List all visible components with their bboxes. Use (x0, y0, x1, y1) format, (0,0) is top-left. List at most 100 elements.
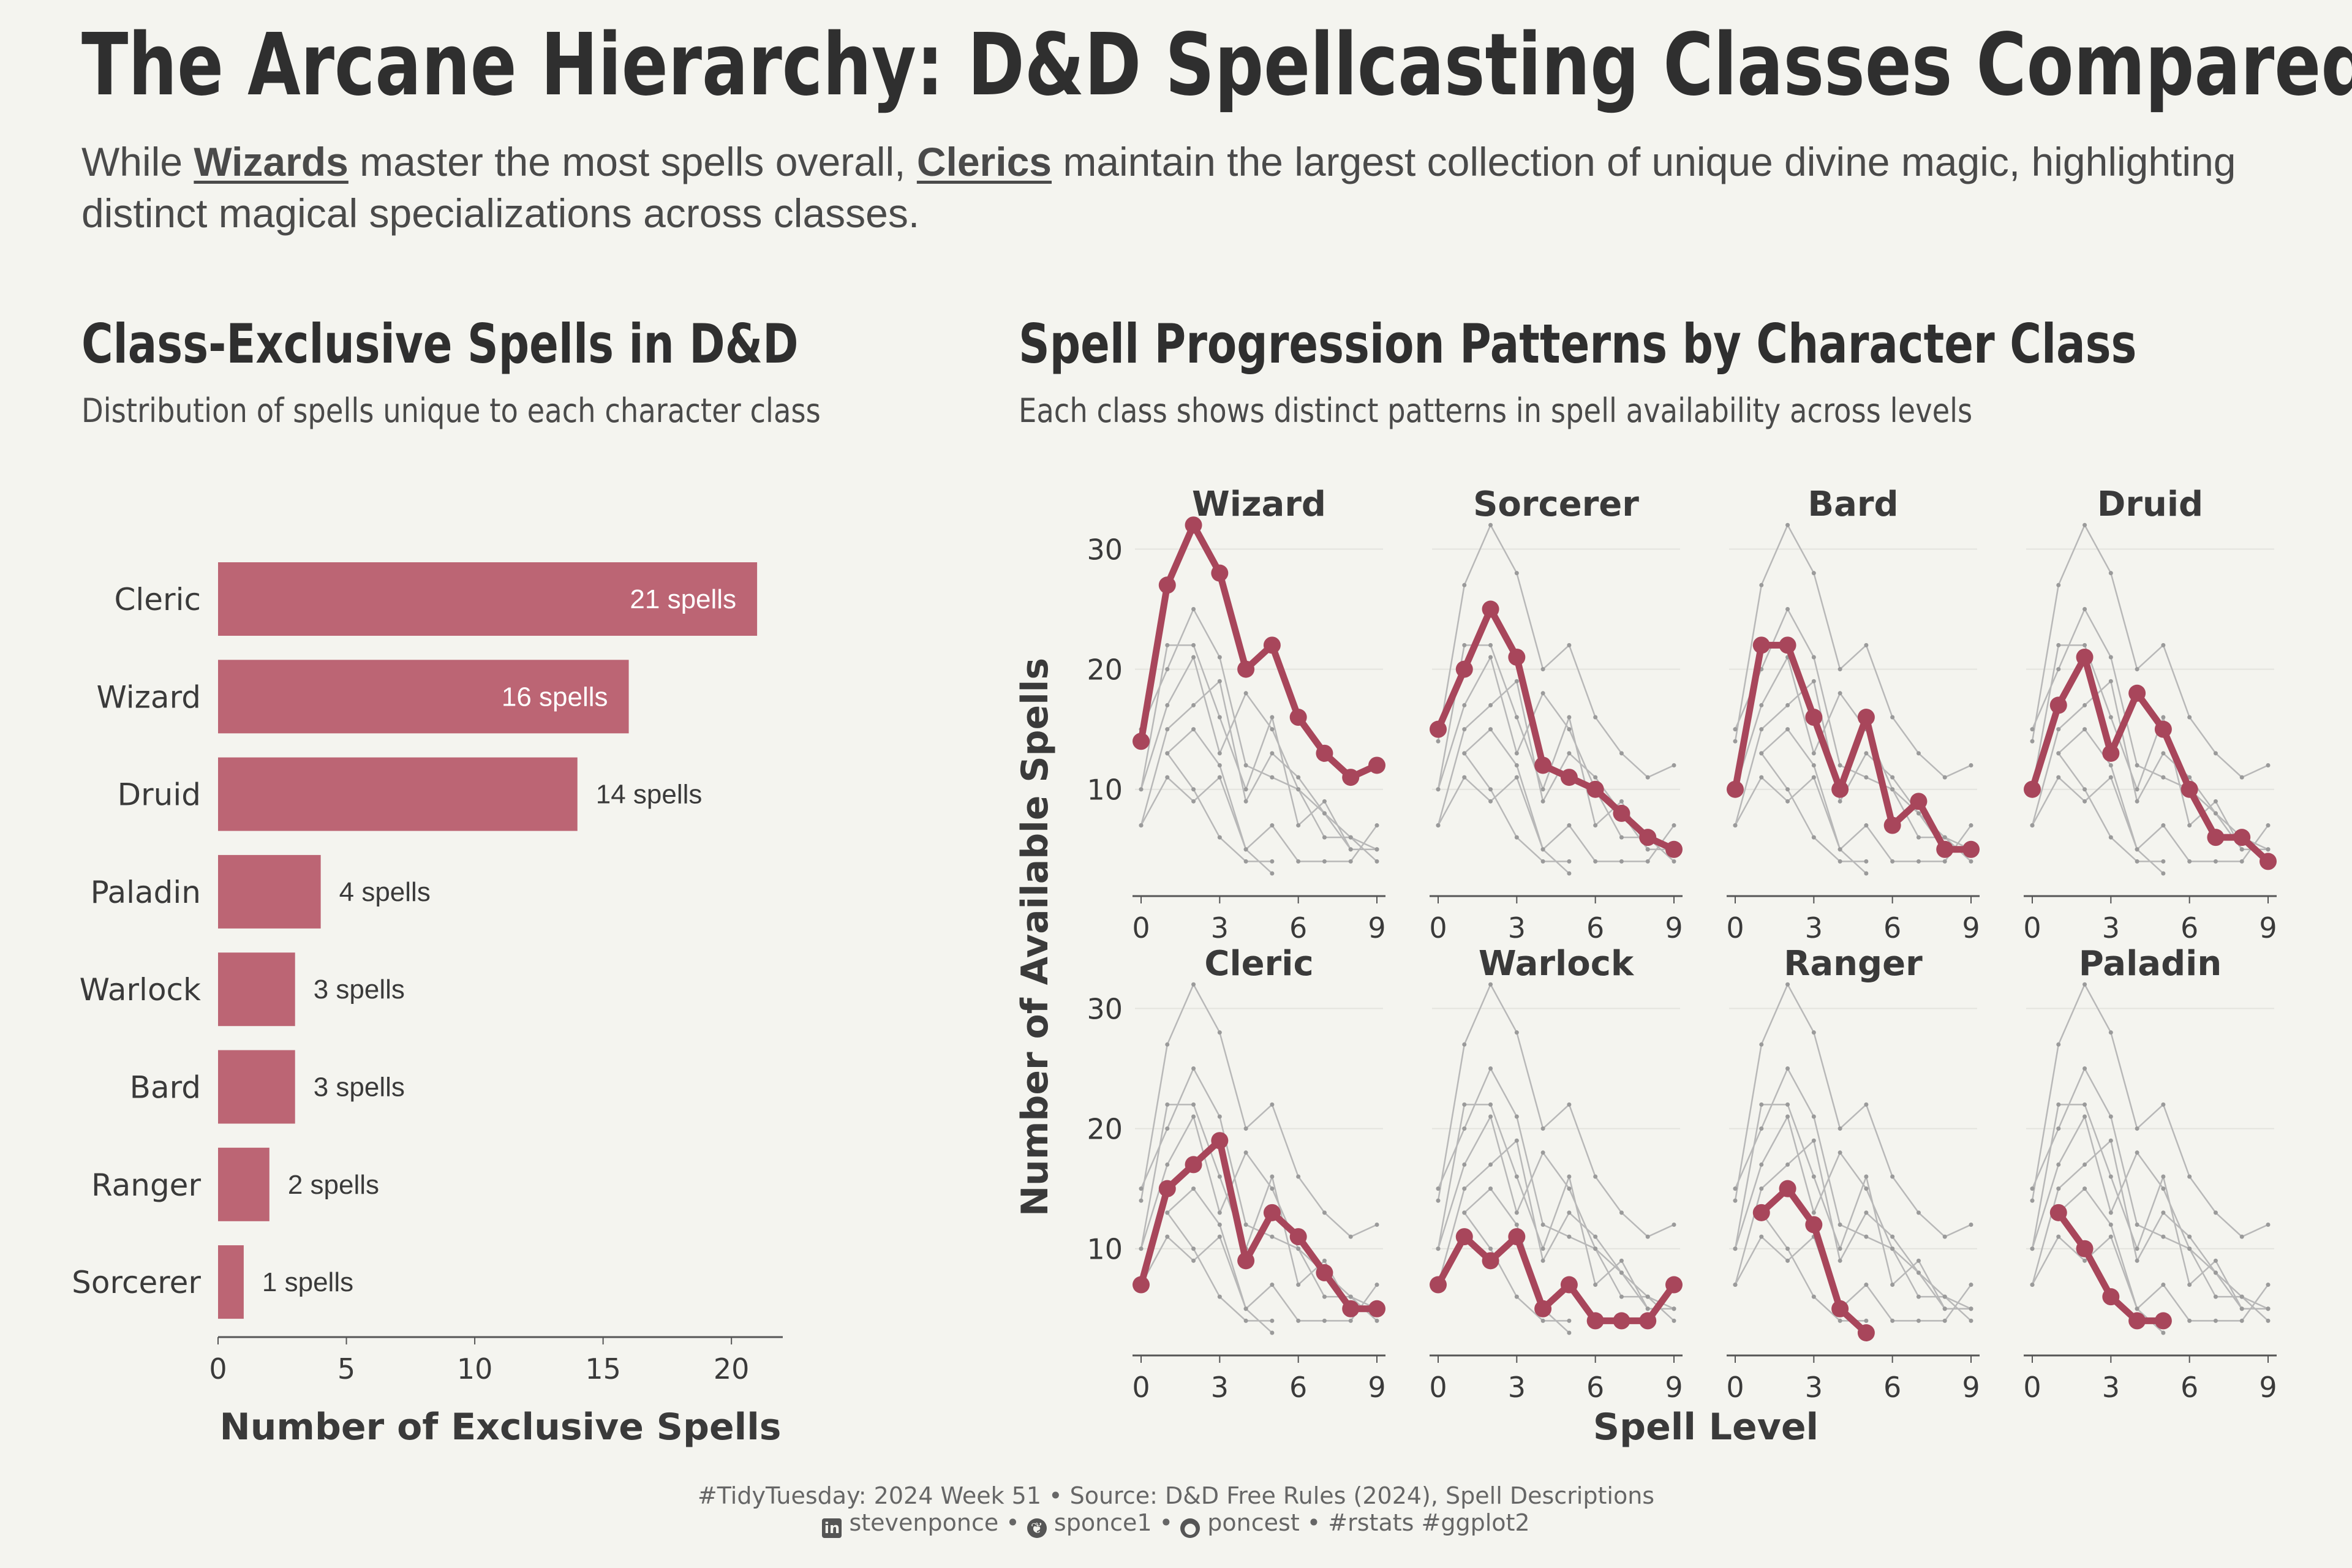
highlight-point (2076, 648, 2094, 666)
context-line-bard (1140, 1104, 1377, 1310)
context-point (1514, 1114, 1519, 1119)
highlight-point (2233, 829, 2251, 846)
highlight-point (2207, 829, 2225, 846)
context-point (1759, 703, 1764, 707)
context-point (2161, 1283, 2166, 1287)
context-point (2239, 847, 2244, 852)
context-point (2161, 859, 2166, 864)
highlight-line-cleric (1137, 1137, 1381, 1313)
context-point (2108, 1210, 2113, 1215)
context-point (1759, 1162, 1764, 1167)
context-point (1645, 1306, 1650, 1311)
highlight-point (1586, 780, 1604, 798)
context-point (2239, 1234, 2244, 1239)
context-point (2108, 1222, 2113, 1227)
context-point (1759, 727, 1764, 732)
context-point (1593, 1234, 1598, 1239)
highlight-point (1883, 816, 1901, 834)
x-tick-label: 3 (1508, 1371, 1526, 1404)
context-point (1165, 643, 1170, 647)
highlight-point (1211, 1132, 1229, 1150)
context-point (2056, 667, 2061, 672)
highlight-point (1534, 756, 1552, 774)
x-tick-label: 0 (1132, 1371, 1150, 1404)
context-point (1296, 1174, 1301, 1179)
context-point (1672, 1222, 1676, 1227)
context-point (1191, 982, 1196, 987)
y-tick-label: 20 (1087, 654, 1123, 687)
context-point (1296, 859, 1301, 864)
context-point (1322, 835, 1327, 840)
context-point (2056, 1162, 2061, 1167)
context-point (1165, 775, 1170, 780)
context-point (1785, 703, 1790, 707)
context-line-cleric (1734, 1139, 1971, 1310)
highlight-point (1342, 1300, 1360, 1317)
panel-paladin: Paladin 0 3 6 9 (2023, 944, 2277, 1404)
context-point (1462, 727, 1467, 732)
context-point (2239, 1318, 2244, 1323)
context-point (2108, 571, 2113, 576)
x-tick-label: 3 (1211, 1371, 1229, 1404)
context-point (1374, 1222, 1379, 1227)
context-point (1514, 1210, 1519, 1215)
bar-x-axis-title: Number of Exclusive Spells (220, 1406, 782, 1449)
context-point (1191, 1102, 1196, 1107)
context-point (1811, 571, 1816, 576)
context-point (1217, 1234, 1222, 1239)
context-point (1759, 582, 1764, 587)
context-point (1916, 835, 1921, 840)
context-point (1890, 775, 1895, 780)
context-point (1165, 667, 1170, 672)
highlight-point (1560, 1276, 1578, 1294)
highlight-point (1727, 780, 1744, 798)
context-point (1864, 1210, 1869, 1215)
context-point (1462, 751, 1467, 756)
highlight-point (1342, 769, 1360, 786)
bar-category-label: Bard (130, 1070, 201, 1106)
context-point (1864, 871, 1869, 876)
context-point (1864, 823, 1869, 828)
context-point (2135, 847, 2139, 852)
context-point (2082, 982, 2087, 987)
x-tick-label: 6 (1586, 911, 1604, 944)
context-point (1191, 727, 1196, 732)
context-point (1916, 811, 1921, 816)
context-point (1165, 751, 1170, 756)
context-point (1785, 1258, 1790, 1263)
context-point (1322, 799, 1327, 804)
context-point (1191, 1114, 1196, 1119)
context-point (1645, 859, 1650, 864)
context-point (1243, 859, 1248, 864)
context-point (1217, 1114, 1222, 1119)
context-point (1619, 799, 1624, 804)
context-point (1864, 1186, 1869, 1191)
context-point (1488, 1186, 1493, 1191)
context-point (1217, 751, 1222, 756)
context-point (1838, 763, 1842, 767)
x-tick-label: 9 (1962, 911, 1980, 944)
context-line-wizard (1437, 982, 1675, 1238)
context-point (1593, 1174, 1598, 1179)
context-point (1540, 667, 1545, 672)
context-point (2082, 522, 2087, 527)
highlight-point (1158, 1180, 1176, 1197)
context-point (1890, 1283, 1895, 1287)
context-point (1462, 1102, 1467, 1107)
context-point (1462, 775, 1467, 780)
context-point (2161, 715, 2166, 720)
context-point (1969, 1222, 1973, 1227)
bar-chart-title: Class-Exclusive Spells in D&D (81, 312, 799, 375)
context-line-warlock (2031, 1235, 2269, 1322)
context-point (1567, 871, 1572, 876)
context-point (1811, 1114, 1816, 1119)
context-point (2239, 859, 2244, 864)
context-point (2056, 1234, 2061, 1239)
context-point (1619, 1270, 1624, 1275)
context-point (1864, 775, 1869, 780)
context-line-wizard (1140, 982, 1378, 1238)
context-point (2030, 1246, 2035, 1251)
context-point (1270, 715, 1275, 720)
highlight-point (2049, 696, 2067, 714)
